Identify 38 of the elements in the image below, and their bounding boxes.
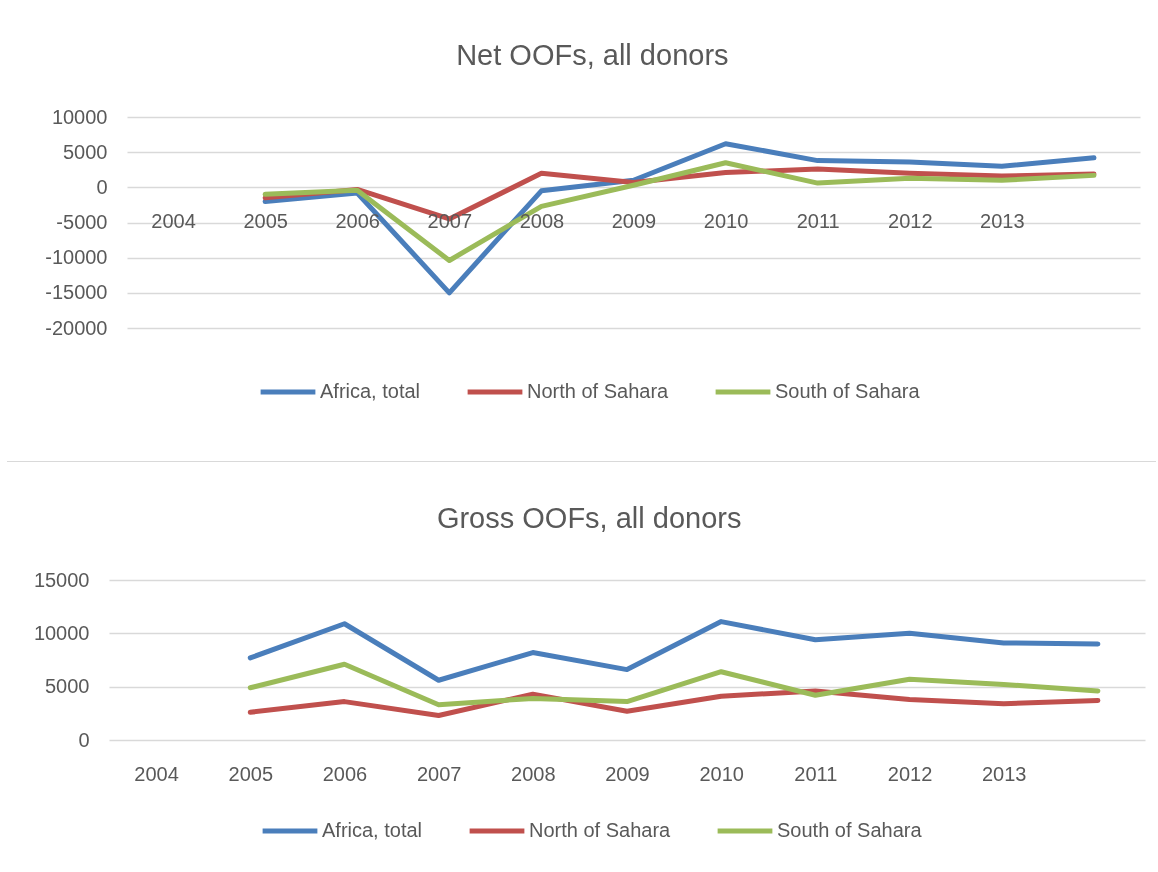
y-tick-label: 5000 (63, 140, 108, 163)
chart-title: Gross OOFs, all donors (436, 502, 742, 534)
x-tick-label: 2006 (335, 209, 380, 232)
y-tick-label: 0 (96, 175, 108, 198)
y-tick-label: -15000 (45, 281, 108, 304)
chart-title: Net OOFs, all donors (456, 39, 729, 71)
x-tick-label: 2013 (981, 762, 1027, 785)
x-tick-label: 2008 (511, 762, 556, 785)
x-tick-label: 2013 (980, 209, 1025, 232)
legend-label: Africa, total (322, 819, 423, 841)
x-tick-label: 2005 (243, 209, 288, 232)
y-tick-label: 10000 (51, 105, 108, 128)
x-tick-label: 2011 (794, 762, 838, 785)
legend-label: North of Sahara (529, 819, 672, 841)
y-tick-label: -10000 (45, 246, 108, 269)
x-tick-label: 2004 (151, 209, 196, 232)
x-tick-label: 2005 (228, 762, 274, 785)
x-tick-label: 2009 (611, 209, 657, 232)
legend-label: South of Sahara (775, 380, 921, 402)
x-tick-label: 2010 (703, 209, 749, 232)
legend-label: Africa, total (320, 380, 421, 402)
x-tick-label: 2008 (519, 209, 565, 232)
legend-label: North of Sahara (527, 380, 670, 402)
y-tick-label: 15000 (33, 568, 90, 591)
y-tick-label: 5000 (45, 675, 90, 698)
x-tick-label: 2012 (888, 209, 933, 232)
x-tick-label: 2007 (416, 762, 462, 785)
y-tick-label: 0 (78, 728, 90, 751)
y-tick-label: -5000 (56, 211, 108, 233)
y-tick-label: -20000 (45, 316, 108, 339)
x-tick-label: 2012 (887, 762, 933, 785)
x-tick-label: 2011 (796, 209, 840, 232)
x-tick-label: 2006 (322, 762, 368, 785)
x-tick-label: 2009 (605, 762, 650, 785)
legend-label: South of Sahara (777, 819, 923, 841)
y-tick-label: 10000 (33, 621, 90, 644)
x-tick-label: 2010 (699, 762, 744, 785)
x-tick-label: 2004 (134, 762, 179, 785)
